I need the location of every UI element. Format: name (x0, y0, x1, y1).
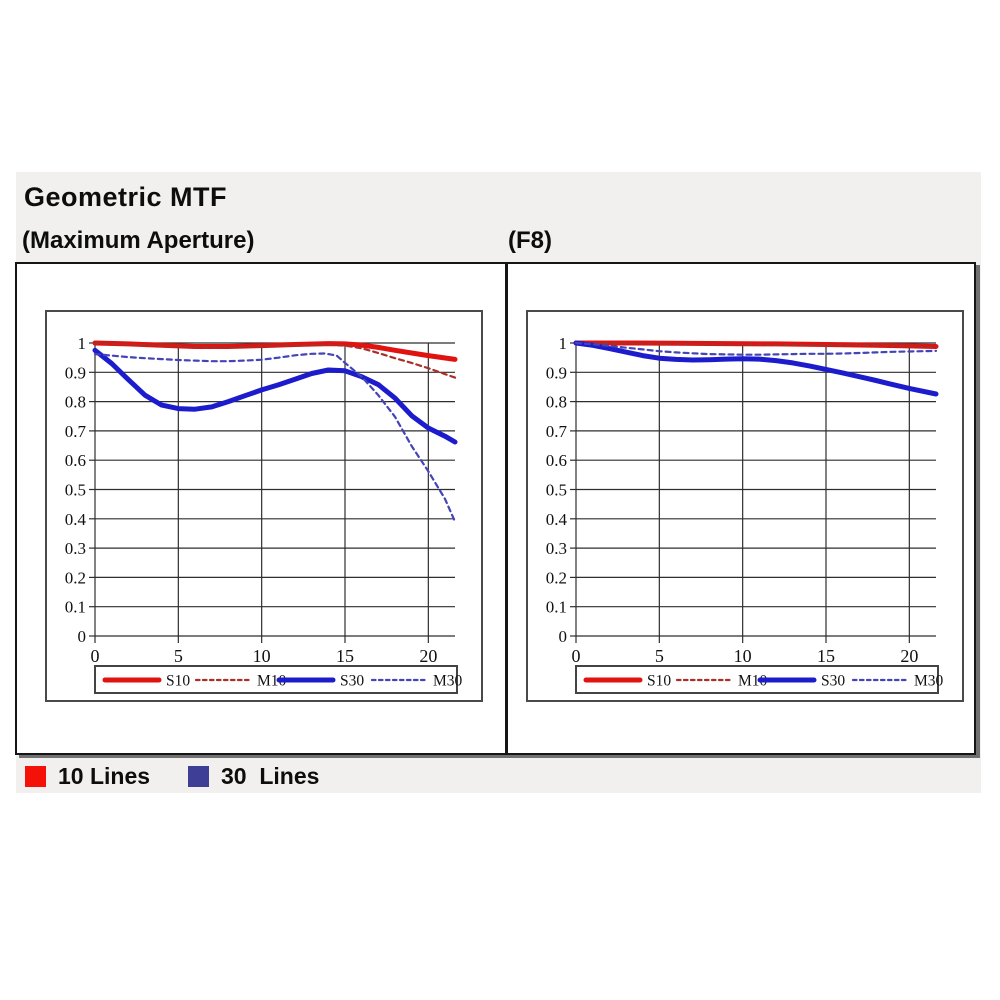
legend-label-M30: M30 (433, 673, 463, 690)
xtick-label: 5 (655, 646, 664, 666)
legend-label-M10: M10 (257, 673, 287, 690)
subtitle-f8: (F8) (508, 227, 552, 254)
ytick-label: 0.3 (65, 539, 86, 558)
ytick-label: 0 (78, 627, 87, 646)
legend-item-10-lines: 10 Lines (25, 764, 150, 788)
xtick-label: 0 (91, 646, 100, 666)
page-title: Geometric MTF (24, 182, 228, 212)
ytick-label: 0.8 (65, 393, 86, 412)
chart-f8: 0 0.1 0.2 0.3 0.4 0.5 0.6 0.7 0.8 0.9 1 0 5 10 15 20 S10… (526, 310, 964, 702)
xtick-label: 10 (734, 646, 752, 666)
ytick-label: 0 (559, 627, 568, 646)
ytick-label: 0.3 (546, 539, 567, 558)
xtick-label: 20 (419, 646, 437, 666)
max-aperture-panel-frame (45, 310, 483, 702)
chart-divider-line (505, 264, 508, 753)
xtick-label: 10 (253, 646, 271, 666)
xtick-label: 15 (817, 646, 835, 666)
ytick-label: 0.8 (546, 393, 567, 412)
ytick-label: 0.7 (65, 422, 87, 441)
max-aperture-series-S30 (92, 347, 458, 445)
f8-panel-frame (526, 310, 964, 702)
30-lines-color-swatch (188, 765, 209, 787)
chart-maximum-aperture: 0 0.1 0.2 0.3 0.4 0.5 0.6 0.7 0.8 0.9 1 0 5 10 15 20 S10… (45, 310, 483, 702)
f8-series-S30 (573, 340, 939, 397)
10-lines-color-swatch (25, 765, 46, 787)
legend-label-S10: S10 (166, 673, 190, 690)
ytick-label: 0.5 (65, 481, 86, 500)
f8-plot: 00.10.20.30.40.50.60.70.80.910 5 10 15 20S10… (526, 310, 964, 702)
10-lines-label: 10 Lines (58, 763, 151, 789)
ytick-label: 0.2 (546, 568, 567, 587)
xtick-label: 15 (336, 646, 354, 666)
xtick-label: 20 (900, 646, 918, 666)
ytick-label: 0.6 (65, 451, 86, 470)
legend-label-S10: S10 (647, 673, 671, 690)
ytick-label: 0.1 (546, 598, 567, 617)
ytick-label: 0.9 (65, 363, 86, 382)
ytick-label: 0.5 (546, 481, 567, 500)
ytick-label: 0.9 (546, 363, 567, 382)
subtitle-maximum-aperture: (Maximum Aperture) (22, 227, 255, 254)
legend-label-M30: M30 (914, 673, 944, 690)
ytick-label: 0.4 (546, 510, 568, 529)
30-lines-label: 30 Lines (221, 763, 320, 789)
f8-series-M30 (574, 341, 938, 356)
ytick-label: 1 (78, 334, 87, 353)
legend-label-S30: S30 (821, 673, 845, 690)
legend-item-30-lines: 30 Lines (188, 764, 319, 788)
charts-container: 0 0.1 0.2 0.3 0.4 0.5 0.6 0.7 0.8 0.9 1 0 5 10 15 20 S10… (15, 262, 976, 755)
legend-label-S30: S30 (340, 673, 364, 690)
f8-series-M10 (574, 341, 938, 349)
max-aperture-plot: 00.10.20.30.40.50.60.70.80.910 5 10 15 20S10… (45, 310, 483, 702)
ytick-label: 0.7 (546, 422, 568, 441)
ytick-label: 0.2 (65, 568, 86, 587)
max-aperture-series-M10 (93, 341, 457, 379)
ytick-label: 1 (559, 334, 568, 353)
xtick-label: 0 (572, 646, 581, 666)
ytick-label: 0.1 (65, 598, 86, 617)
ytick-label: 0.4 (65, 510, 87, 529)
ytick-label: 0.6 (546, 451, 567, 470)
xtick-label: 5 (174, 646, 183, 666)
max-aperture-series-M30 (93, 352, 457, 523)
legend-label-M10: M10 (738, 673, 768, 690)
